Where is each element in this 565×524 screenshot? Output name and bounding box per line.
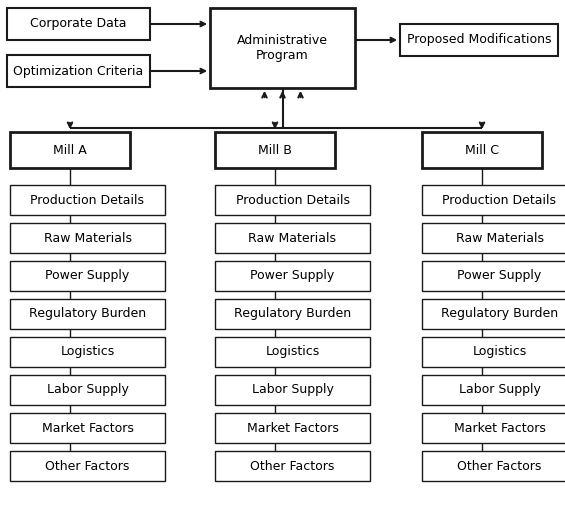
Text: Other Factors: Other Factors [250, 460, 334, 473]
Bar [10, 261, 165, 291]
Bar [422, 223, 565, 253]
Bar [215, 185, 370, 215]
Text: Power Supply: Power Supply [458, 269, 542, 282]
Bar [215, 413, 370, 443]
Bar [422, 375, 565, 405]
Text: Mill B: Mill B [258, 144, 292, 157]
Bar [7, 8, 150, 40]
Text: Corporate Data: Corporate Data [31, 17, 127, 30]
Bar [215, 223, 370, 253]
Text: Labor Supply: Labor Supply [251, 384, 333, 397]
Bar [215, 261, 370, 291]
Text: Other Factors: Other Factors [45, 460, 130, 473]
Bar [10, 185, 165, 215]
Text: Regulatory Burden: Regulatory Burden [234, 308, 351, 321]
Text: Regulatory Burden: Regulatory Burden [441, 308, 558, 321]
Text: Raw Materials: Raw Materials [44, 232, 132, 245]
Bar [215, 299, 370, 329]
Bar [10, 299, 165, 329]
Bar [422, 261, 565, 291]
Text: Power Supply: Power Supply [250, 269, 334, 282]
Bar [10, 451, 165, 481]
Bar [400, 24, 558, 56]
Text: Production Details: Production Details [31, 193, 145, 206]
Text: Raw Materials: Raw Materials [455, 232, 544, 245]
Bar [215, 451, 370, 481]
Bar [215, 337, 370, 367]
Bar [422, 451, 565, 481]
Text: Regulatory Burden: Regulatory Burden [29, 308, 146, 321]
Text: Logistics: Logistics [472, 345, 527, 358]
Text: Optimization Criteria: Optimization Criteria [14, 64, 144, 78]
Bar [422, 185, 565, 215]
Bar [422, 413, 565, 443]
Bar [10, 375, 165, 405]
Bar [10, 132, 130, 168]
Text: Labor Supply: Labor Supply [459, 384, 541, 397]
Text: Market Factors: Market Factors [454, 421, 545, 434]
Bar [422, 132, 542, 168]
Bar [10, 413, 165, 443]
Bar [215, 375, 370, 405]
Text: Logistics: Logistics [266, 345, 320, 358]
Text: Market Factors: Market Factors [42, 421, 133, 434]
Bar [210, 8, 355, 88]
Text: Market Factors: Market Factors [246, 421, 338, 434]
Text: Logistics: Logistics [60, 345, 115, 358]
Text: Administrative
Program: Administrative Program [237, 34, 328, 62]
Bar [10, 337, 165, 367]
Text: Other Factors: Other Factors [457, 460, 542, 473]
Text: Mill C: Mill C [465, 144, 499, 157]
Text: Raw Materials: Raw Materials [249, 232, 337, 245]
Text: Mill A: Mill A [53, 144, 87, 157]
Bar [7, 55, 150, 87]
Text: Labor Supply: Labor Supply [46, 384, 128, 397]
Bar [422, 337, 565, 367]
Text: Production Details: Production Details [442, 193, 557, 206]
Text: Production Details: Production Details [236, 193, 350, 206]
Text: Power Supply: Power Supply [45, 269, 129, 282]
Text: Proposed Modifications: Proposed Modifications [407, 34, 551, 47]
Bar [215, 132, 335, 168]
Bar [422, 299, 565, 329]
Bar [10, 223, 165, 253]
